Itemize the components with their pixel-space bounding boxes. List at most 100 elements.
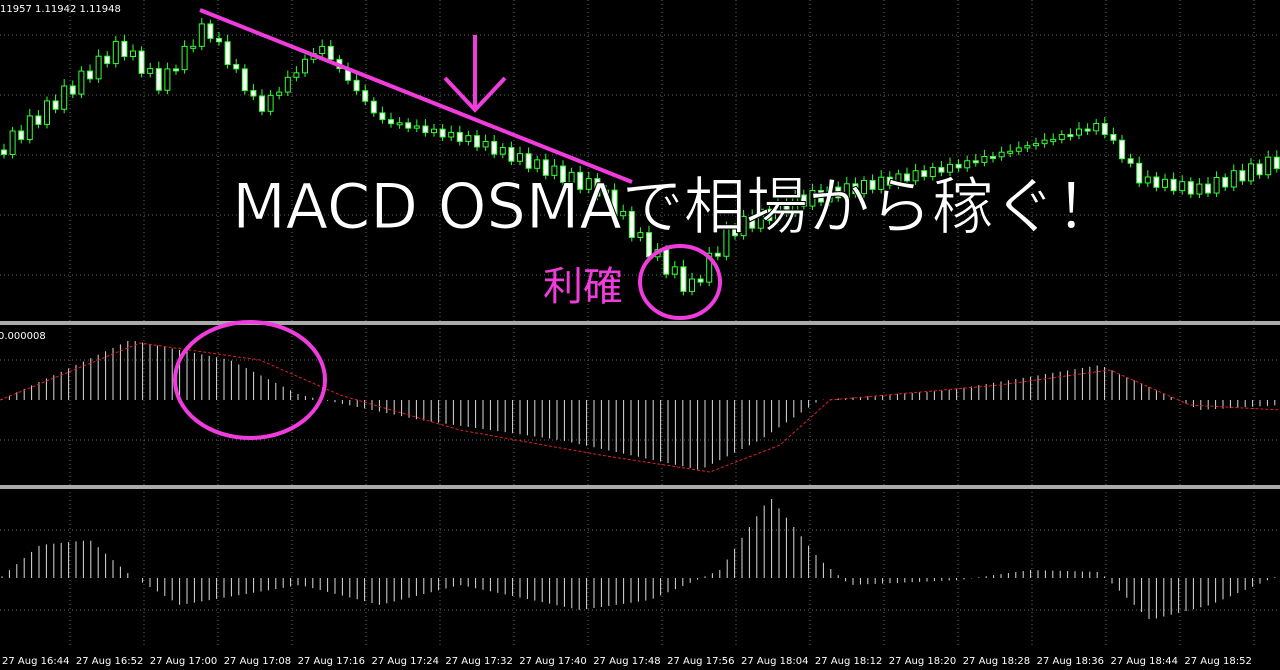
candle-body [620,210,627,217]
candle-body [680,266,687,292]
candle-body [69,85,76,95]
candle-body [18,130,25,140]
x-tick-label: 27 Aug 18:52 [1184,656,1251,667]
candle-body [130,50,136,58]
candle-body [439,128,446,138]
x-tick-label: 27 Aug 17:08 [224,656,291,667]
candle-body [241,68,248,92]
candle-body [190,45,197,49]
candle-body [1050,138,1057,142]
x-tick-label: 27 Aug 17:56 [667,656,734,667]
candle-body [474,135,480,148]
highlight-ellipse [173,320,327,440]
candle-body [499,147,506,155]
candle-body [663,249,670,275]
candle-body [972,160,979,164]
candle-body [628,210,635,238]
candle-body [233,64,240,70]
x-tick-label: 27 Aug 18:12 [815,656,882,667]
candle-body [757,208,764,229]
candle-body [250,90,257,97]
arrow [443,35,507,113]
candle-body [52,100,59,110]
x-tick-label: 27 Aug 16:44 [2,656,69,667]
candle-body [1058,134,1065,140]
x-tick-label: 27 Aug 18:28 [963,656,1030,667]
x-tick-label: 27 Aug 17:48 [593,656,660,667]
x-tick-label: 27 Aug 17:24 [372,656,439,667]
candle-body [998,151,1005,158]
candle-body [1179,181,1186,192]
candle-body [448,131,455,138]
overlay-title: MACD OSMAで相場から稼ぐ！ [232,170,1118,243]
candle-body [181,45,188,71]
candle-body [904,173,910,182]
candle-body [1256,163,1263,176]
candle-body [947,163,953,173]
indicator-value: 0.000008 [0,331,46,342]
panel-separator [0,485,1280,489]
candle-body [276,91,283,96]
candle-body [508,147,515,162]
candle-body [155,68,162,91]
candle-body [886,176,893,186]
panel-separator [0,321,1280,325]
candle-body [61,85,68,110]
candle-body [1230,170,1237,188]
candle-body [990,155,996,159]
candle-body [671,266,678,275]
candle-body [1153,176,1160,188]
x-tick-label: 27 Aug 16:52 [76,656,143,667]
candle-body [921,170,928,178]
candle-body [878,176,885,190]
candle-body [749,215,756,229]
candle-body [835,186,842,199]
candle-body [534,159,541,169]
candle-body [1101,123,1108,135]
candle-body [723,227,730,257]
candle-body [585,178,592,190]
candle-body [1,149,7,155]
macd-histogram [0,341,1280,473]
candle-body [388,119,394,125]
candle-body [611,189,618,217]
candle-body [1041,139,1048,145]
candle-body [938,167,945,173]
candle-body [422,125,429,134]
candle-body [577,171,584,190]
candle-body [1196,183,1203,195]
candle-body [173,68,179,72]
candle-body [714,252,721,257]
candle-body [1170,178,1177,192]
candle-body [740,215,747,237]
signal-line [0,342,1280,473]
candle-body [1136,162,1143,184]
x-tick-label: 27 Aug 17:00 [150,656,217,667]
candle-body [164,68,171,91]
x-tick-label: 27 Aug 17:32 [445,656,512,667]
candle-body [1119,139,1125,160]
candle-body [456,131,463,142]
candle-body [78,70,85,95]
candle-body [861,179,867,195]
candle-body [568,171,575,183]
candle-body [370,100,377,114]
candle-body [267,94,274,112]
candle-body [1187,181,1194,195]
candle-body [1093,123,1100,132]
candle-body [542,159,549,176]
candle-body [26,115,33,140]
candle-body [1213,177,1220,194]
candle-body [1007,150,1014,154]
candle-body [1248,163,1254,182]
candle-body [465,135,472,142]
candle-body [112,40,119,65]
x-tick-label: 27 Aug 18:20 [889,656,956,667]
candle-body [766,208,773,222]
candle-body [1024,145,1031,149]
candle-body [732,227,738,237]
annotation: 利確 [543,264,623,310]
candle-body [138,50,145,74]
trend-line [199,8,633,184]
